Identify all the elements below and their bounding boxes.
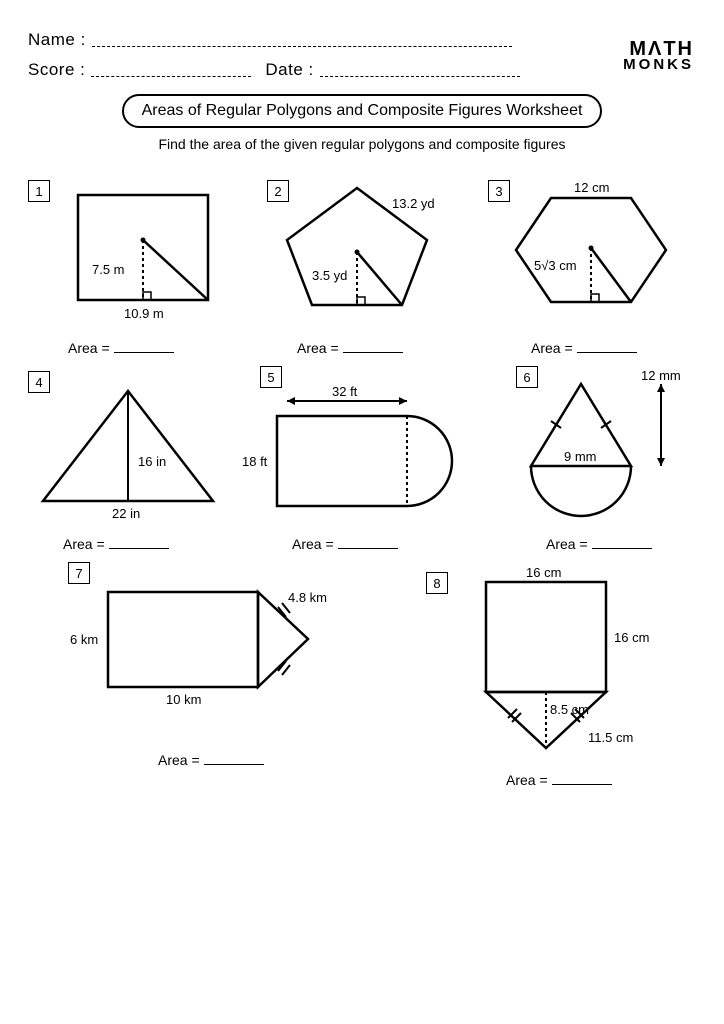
score-date-row: Score : Date : xyxy=(28,60,696,80)
name-blank[interactable] xyxy=(92,33,512,47)
problem-5: 5 32 ft 18 ft Area = xyxy=(232,366,482,552)
area-label: Area = xyxy=(297,340,339,356)
width-label: 32 ft xyxy=(332,384,358,399)
answer-blank[interactable] xyxy=(338,548,398,549)
apothem-label: 8.5 cm xyxy=(550,702,589,717)
worksheet-title: Areas of Regular Polygons and Composite … xyxy=(122,94,603,128)
area-label: Area = xyxy=(292,536,334,552)
stadium-figure: 32 ft 18 ft xyxy=(232,366,482,536)
problem-4: 4 16 in 22 in Area = xyxy=(28,366,228,552)
cone-figure: 12 mm 9 mm xyxy=(486,366,696,536)
height-label: 12 mm xyxy=(641,368,681,383)
answer-blank[interactable] xyxy=(343,352,403,353)
diameter-label: 9 mm xyxy=(564,449,597,464)
triangle-figure: 16 in 22 in xyxy=(28,366,228,536)
side-label: 13.2 yd xyxy=(392,196,435,211)
logo-line2: MONKS xyxy=(623,58,694,72)
top-label: 16 cm xyxy=(526,565,561,580)
score-label: Score : xyxy=(28,60,85,80)
height-label: 18 ft xyxy=(242,454,268,469)
instruction: Find the area of the given regular polyg… xyxy=(28,136,696,152)
problem-7: 7 6 km 10 km 4.8 km Area = xyxy=(58,562,378,788)
base-label: 22 in xyxy=(112,506,140,521)
answer-blank[interactable] xyxy=(204,764,264,765)
area-label: Area = xyxy=(506,772,548,788)
name-label: Name : xyxy=(28,30,86,50)
triside-label: 4.8 km xyxy=(288,590,327,605)
house-right-figure: 6 km 10 km 4.8 km xyxy=(58,562,358,742)
problem-number: 8 xyxy=(426,572,448,594)
area-label: Area = xyxy=(63,536,105,552)
answer-blank[interactable] xyxy=(552,784,612,785)
area-label: Area = xyxy=(158,752,200,768)
height-label: 6 km xyxy=(70,632,98,647)
score-blank[interactable] xyxy=(91,63,251,77)
height-label: 16 in xyxy=(138,454,166,469)
problems-grid: 1 7.5 m 10.9 m Area = 2 13.2 yd 3.5 yd A… xyxy=(28,170,696,788)
answer-blank[interactable] xyxy=(114,352,174,353)
problem-number: 6 xyxy=(516,366,538,388)
square-figure: 7.5 m 10.9 m xyxy=(28,170,238,340)
triside-label: 11.5 cm xyxy=(588,730,633,745)
answer-blank[interactable] xyxy=(109,548,169,549)
base-label: 10 km xyxy=(166,692,201,707)
area-label: Area = xyxy=(531,340,573,356)
problem-number: 7 xyxy=(68,562,90,584)
side-label: 10.9 m xyxy=(124,306,164,321)
problem-2: 2 13.2 yd 3.5 yd Area = xyxy=(247,170,467,356)
problem-number: 1 xyxy=(28,180,50,202)
side-label: 16 cm xyxy=(614,630,649,645)
apothem-label: 5√3 cm xyxy=(534,258,577,273)
apothem-label: 7.5 m xyxy=(92,262,125,277)
name-row: Name : xyxy=(28,30,696,50)
logo: MΛTH MONKS xyxy=(623,40,694,72)
problem-8: 8 16 cm 16 cm 8.5 cm 11.5 cm Area = xyxy=(416,562,696,788)
date-blank[interactable] xyxy=(320,63,520,77)
apothem-label: 3.5 yd xyxy=(312,268,347,283)
answer-blank[interactable] xyxy=(577,352,637,353)
problem-3: 3 12 cm 5√3 cm Area = xyxy=(476,170,696,356)
area-label: Area = xyxy=(68,340,110,356)
problem-number: 5 xyxy=(260,366,282,388)
date-label: Date : xyxy=(265,60,313,80)
problem-6: 6 12 mm 9 mm Area = xyxy=(486,366,696,552)
problem-number: 4 xyxy=(28,371,50,393)
answer-blank[interactable] xyxy=(592,548,652,549)
side-label: 12 cm xyxy=(574,180,609,195)
problem-number: 2 xyxy=(267,180,289,202)
problem-1: 1 7.5 m 10.9 m Area = xyxy=(28,170,238,356)
house-down-figure: 16 cm 16 cm 8.5 cm 11.5 cm xyxy=(416,562,676,772)
problem-number: 3 xyxy=(488,180,510,202)
area-label: Area = xyxy=(546,536,588,552)
